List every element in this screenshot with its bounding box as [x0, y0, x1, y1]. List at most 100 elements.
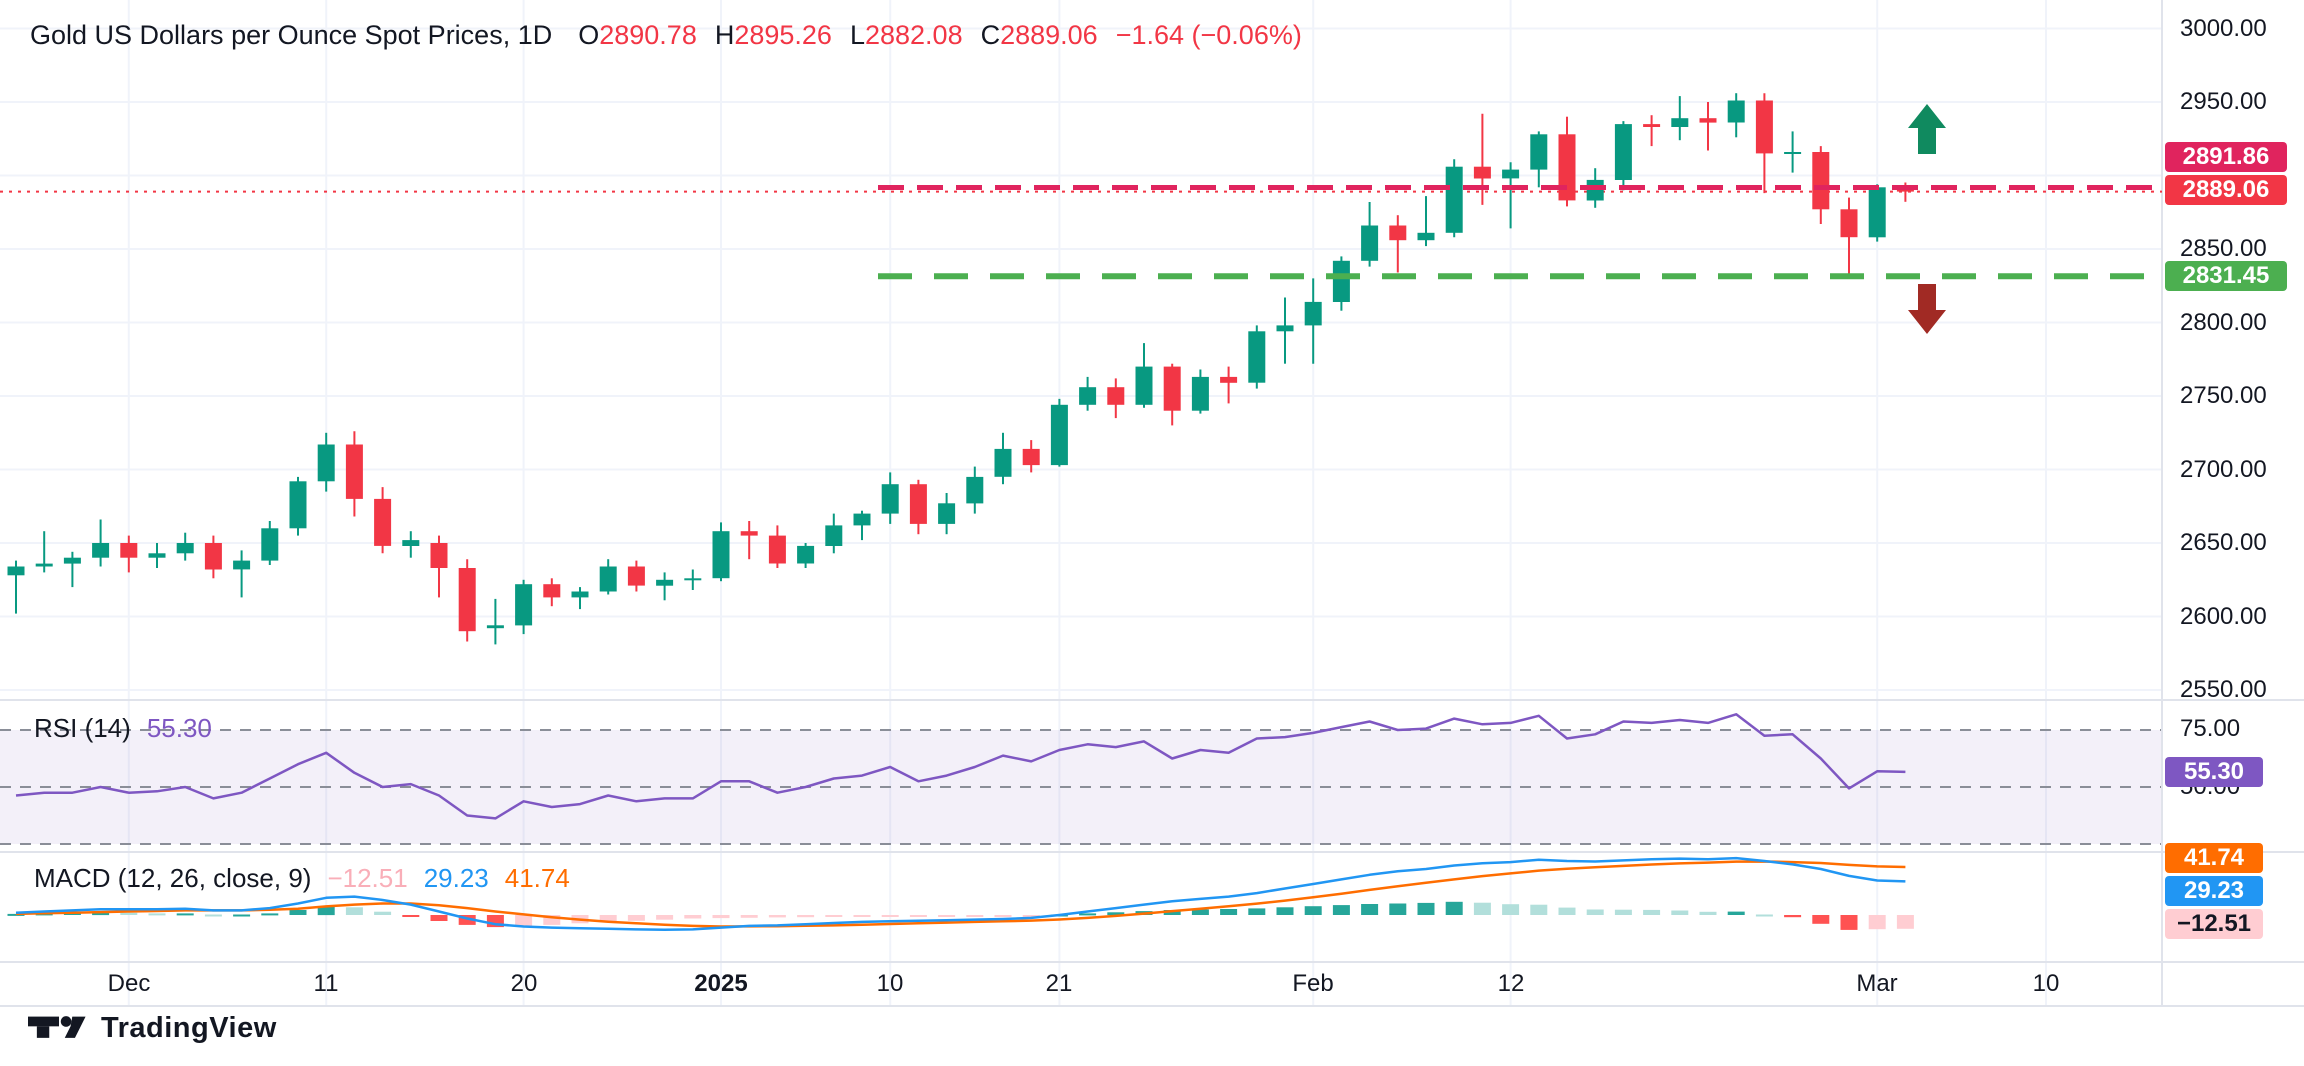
- macd-hist-bar: [656, 915, 674, 920]
- ohlc-close: C2889.06: [980, 20, 1098, 50]
- macd-hist-bar: [233, 914, 251, 917]
- candle-body: [1502, 169, 1520, 179]
- macd-hist-bar: [1699, 911, 1717, 915]
- macd-hist-bar: [515, 915, 533, 927]
- macd-hist-bar: [1332, 905, 1350, 915]
- macd-hist-bar: [1558, 907, 1576, 915]
- candle-body: [1727, 100, 1745, 123]
- macd-hist-bar: [543, 915, 561, 925]
- support-price-badge: 2831.45: [2165, 261, 2287, 291]
- candle-body: [289, 481, 307, 529]
- candle-body: [148, 553, 166, 558]
- time-axis-label: Mar: [1856, 970, 1898, 997]
- macd-hist-bar: [1191, 909, 1209, 915]
- macd-hist-bar: [712, 915, 730, 919]
- macd-hist-bar: [966, 915, 984, 917]
- macd-legend[interactable]: MACD (12, 26, close, 9) −12.51 29.23 41.…: [34, 863, 570, 894]
- candle-body: [1304, 301, 1322, 326]
- macd-hist-bar: [1473, 902, 1491, 915]
- candle-body: [1558, 134, 1576, 201]
- rsi-legend-label: RSI (14): [34, 713, 131, 743]
- last-price-badge: 2889.06: [2165, 175, 2287, 205]
- candle-body: [825, 525, 843, 546]
- candle-body: [63, 557, 81, 564]
- macd-hist-bar: [1248, 908, 1266, 915]
- candle-body: [1079, 387, 1097, 405]
- candle-body: [740, 531, 758, 536]
- macd-hist-bar: [1671, 910, 1689, 915]
- time-axis-label: 10: [2032, 970, 2060, 997]
- price-axis-label: 2750.00: [2180, 382, 2267, 409]
- candle-body: [7, 566, 25, 576]
- candle-body: [1107, 387, 1125, 405]
- time-axis-label: 2025: [694, 970, 748, 997]
- rsi-value-badge: 55.30: [2165, 757, 2263, 787]
- candle-body: [966, 476, 984, 504]
- candle-body: [176, 543, 194, 554]
- macd-hist-bar: [1896, 915, 1914, 929]
- rsi-legend-value: 55.30: [146, 713, 212, 743]
- macd-hist-bar: [1445, 901, 1463, 915]
- candle-body: [909, 484, 927, 524]
- candle-body: [1417, 232, 1435, 241]
- macd-hist-bar: [148, 913, 166, 916]
- macd-legend-hist-value: −12.51: [327, 863, 408, 893]
- macd-hist-bar: [204, 914, 222, 917]
- candle-body: [35, 563, 53, 567]
- candle-body: [938, 503, 956, 524]
- macd-hist-bar: [853, 915, 871, 917]
- symbol-legend[interactable]: Gold US Dollars per Ounce Spot Prices, 1…: [30, 20, 1302, 51]
- macd-hist-bar: [1727, 911, 1745, 915]
- candle-body: [1614, 124, 1632, 180]
- time-axis[interactable]: Dec 11 20 2025 10 21 Feb 12 Mar 10: [0, 962, 2162, 1006]
- candle-body: [712, 531, 730, 579]
- macd-hist-bar: [1361, 904, 1379, 915]
- macd-hist-bar: [7, 913, 25, 916]
- tradingview-logo-text: TradingView: [101, 1012, 277, 1044]
- candle-body: [374, 498, 392, 546]
- candle-body: [1840, 209, 1858, 238]
- candle-body: [1220, 376, 1238, 383]
- macd-hist-bar: [881, 915, 899, 917]
- candle-body: [1445, 166, 1463, 233]
- candle-body: [599, 566, 617, 592]
- tradingview-logo[interactable]: TradingView: [28, 1012, 277, 1045]
- macd-hist-bar: [430, 915, 448, 921]
- macd-hist-bar: [684, 915, 702, 919]
- price-axis-label: 2550.00: [2180, 676, 2267, 703]
- macd-hist-bar: [120, 912, 138, 915]
- macd-hist-bar: [458, 915, 476, 925]
- candle-body: [1135, 366, 1153, 405]
- candle-body: [627, 566, 645, 586]
- macd-hist-bar: [1840, 915, 1858, 930]
- macd-hist-bar: [92, 912, 110, 916]
- price-axis-label: 2850.00: [2180, 235, 2267, 262]
- candle-body: [1276, 325, 1294, 332]
- down-arrow-annotation[interactable]: [1908, 284, 1946, 334]
- candle-body: [1050, 404, 1068, 466]
- macd-legend-label: MACD (12, 26, close, 9): [34, 863, 312, 893]
- candle-body: [430, 543, 448, 568]
- macd-hist-bar: [1417, 902, 1435, 915]
- time-axis-label: 20: [510, 970, 538, 997]
- macd-hist-bar: [1389, 903, 1407, 915]
- macd-hist-bar: [1643, 909, 1661, 915]
- macd-hist-badge: −12.51: [2165, 909, 2263, 939]
- candle-body: [1896, 189, 1914, 192]
- macd-hist-bar: [1755, 914, 1773, 917]
- time-axis-label: Feb: [1292, 970, 1334, 997]
- candle-body: [458, 568, 476, 632]
- candle-body: [345, 444, 363, 499]
- rsi-legend[interactable]: RSI (14) 55.30: [34, 713, 212, 744]
- candle-body: [684, 578, 702, 581]
- candle-body: [1699, 118, 1717, 123]
- time-axis-label: Dec: [107, 970, 151, 997]
- macd-line-badge: 29.23: [2165, 876, 2263, 906]
- macd-hist-bar: [994, 915, 1012, 917]
- candle-body: [120, 543, 138, 558]
- up-arrow-annotation[interactable]: [1908, 104, 1946, 154]
- macd-hist-bar: [1079, 913, 1097, 916]
- macd-hist-bar: [1784, 915, 1802, 918]
- time-axis-label: 21: [1045, 970, 1073, 997]
